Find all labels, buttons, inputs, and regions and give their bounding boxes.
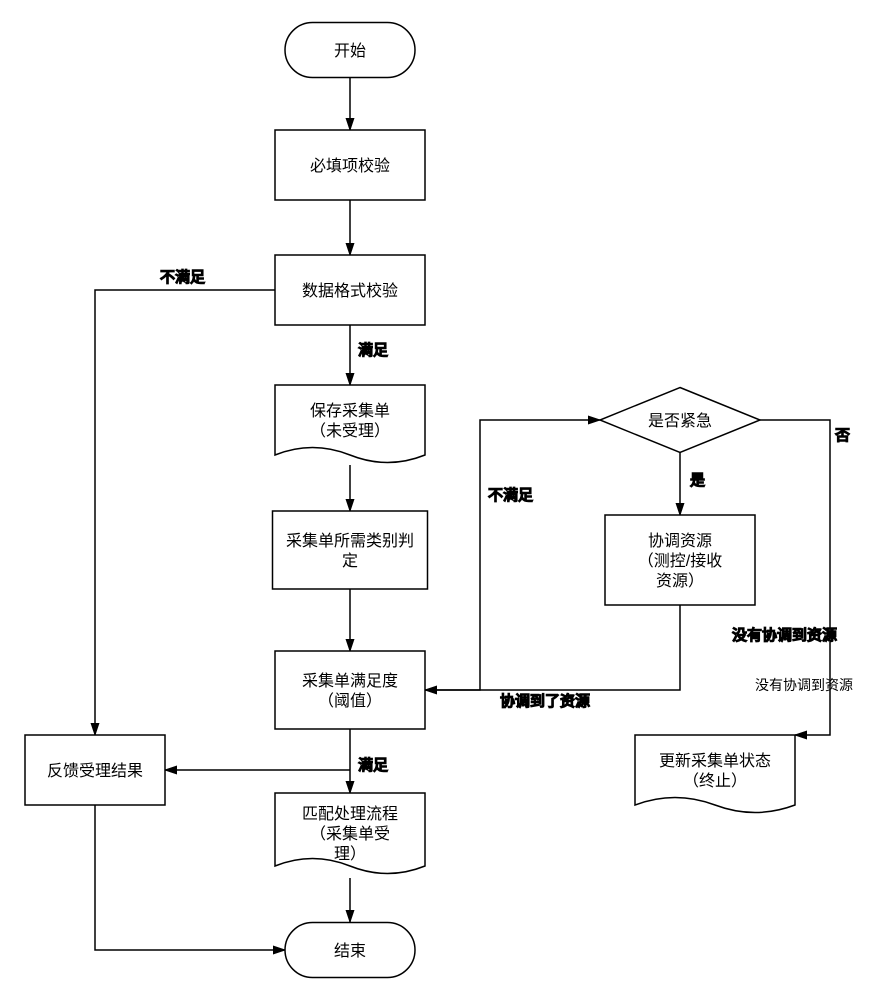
node-feedback: 反馈受理结果	[25, 735, 165, 805]
coord-label2: （测控/接收	[638, 552, 722, 570]
update-label2: （终止）	[683, 772, 747, 790]
edge-format-feedback	[95, 290, 275, 735]
edge-coord-threshold	[425, 605, 680, 690]
match-label2: （采集单受	[310, 825, 390, 843]
label-notsatisfy1: 不满足	[160, 269, 205, 286]
label-satisfy1: 满足	[358, 342, 388, 359]
node-end: 结束	[285, 923, 415, 978]
match-label3: 理）	[334, 845, 366, 863]
save-label2: （未受理）	[310, 422, 390, 440]
node-match: 匹配处理流程 （采集单受 理）	[275, 793, 425, 874]
label-noresource: 没有协调到资源	[732, 627, 837, 644]
flowchart-canvas: 满足 满足 不满足 不满足 是 否 没有协调到资源 协调到了资源	[0, 0, 876, 1000]
node-threshold: 采集单满足度 （阈值）	[275, 651, 425, 729]
urgent-label: 是否紧急	[648, 412, 712, 430]
end-label: 结束	[334, 942, 366, 960]
label-notsatisfy2: 不满足	[488, 487, 533, 504]
category-label2: 定	[342, 552, 358, 570]
threshold-label2: （阈值）	[318, 692, 382, 710]
update-label1: 更新采集单状态	[659, 752, 771, 770]
label-satisfy2: 满足	[358, 757, 388, 774]
label-gotresource: 协调到了资源	[500, 693, 590, 710]
feedback-label: 反馈受理结果	[47, 762, 143, 780]
category-label1: 采集单所需类别判	[286, 532, 414, 550]
required-label: 必填项校验	[310, 157, 390, 175]
format-label: 数据格式校验	[302, 282, 398, 300]
match-label1: 匹配处理流程	[302, 805, 398, 823]
save-label1: 保存采集单	[310, 402, 390, 420]
node-start: 开始	[285, 23, 415, 78]
start-label: 开始	[334, 42, 366, 60]
edge-threshold-urgent	[425, 420, 600, 690]
label-yes: 是	[690, 472, 705, 489]
label-no: 否	[835, 427, 850, 444]
node-required: 必填项校验	[275, 130, 425, 200]
node-save: 保存采集单 （未受理）	[275, 385, 425, 463]
node-urgent: 是否紧急	[600, 388, 760, 453]
node-coord: 协调资源 （测控/接收 资源）	[605, 515, 755, 605]
node-update: 更新采集单状态 （终止）	[635, 735, 795, 813]
edges: 满足 满足 不满足 不满足 是 否 没有协调到资源 协调到了资源	[95, 78, 850, 951]
coord-label3: 资源）	[656, 572, 704, 590]
threshold-label1: 采集单满足度	[302, 672, 398, 690]
node-category: 采集单所需类别判 定	[273, 511, 428, 589]
label-noresource2: 没有协调到资源	[755, 677, 853, 693]
node-format: 数据格式校验	[275, 255, 425, 325]
coord-label1: 协调资源	[648, 532, 712, 550]
edge-feedback-end	[95, 805, 285, 950]
